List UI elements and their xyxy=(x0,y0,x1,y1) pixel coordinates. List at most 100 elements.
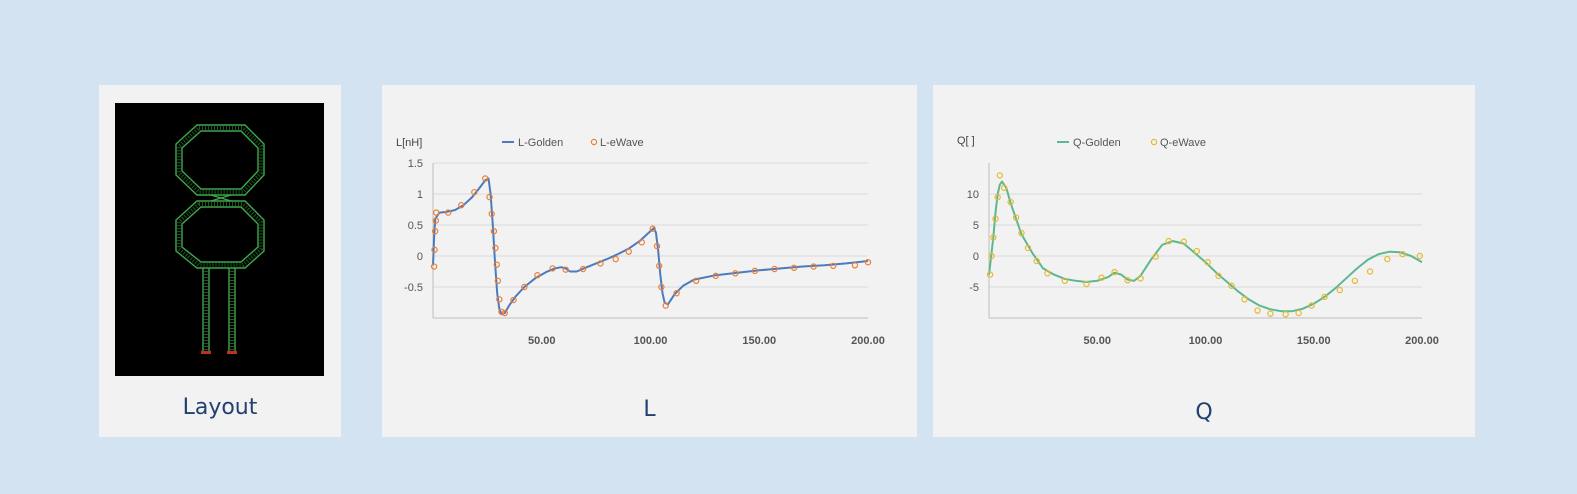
data-point-L-eWave xyxy=(501,309,508,317)
data-point-L-eWave xyxy=(431,246,438,253)
data-point-Q-eWave xyxy=(1018,229,1025,237)
data-point-Q-eWave xyxy=(1152,253,1159,260)
data-point-Q-eWave xyxy=(1308,302,1315,309)
y-tick-label: -0.5 xyxy=(404,282,423,294)
data-point-L-eWave xyxy=(732,270,739,277)
data-point-L-eWave xyxy=(638,239,645,246)
x-tick-label: 50.00 xyxy=(528,335,556,347)
x-tick-label: 150.00 xyxy=(1297,335,1331,347)
data-point-L-eWave xyxy=(521,283,528,291)
inductor-trace-graphic xyxy=(175,124,265,354)
data-point-Q-eWave xyxy=(1137,275,1144,282)
data-point-Q-eWave xyxy=(1083,280,1090,288)
data-point-Q-eWave xyxy=(1098,274,1105,281)
data-point-L-eWave xyxy=(494,277,502,284)
data-point-Q-eWave xyxy=(1384,255,1391,263)
data-point-Q-eWave xyxy=(1124,276,1131,284)
data-point-Q-eWave xyxy=(1024,244,1032,252)
data-point-Q-eWave xyxy=(1254,307,1261,314)
data-point-L-eWave xyxy=(492,244,499,252)
data-point-Q-eWave xyxy=(1193,247,1201,255)
data-point-Q-eWave xyxy=(986,271,994,278)
y-tick-label: 1 xyxy=(417,189,423,201)
data-point-Q-eWave xyxy=(996,172,1004,179)
data-point-L-eWave xyxy=(692,277,700,284)
data-point-L-eWave xyxy=(649,225,656,232)
data-point-Q-eWave xyxy=(988,252,995,260)
legend-label: L-eWave xyxy=(600,137,644,149)
y-tick-label: 10 xyxy=(967,189,979,201)
data-point-Q-eWave xyxy=(1321,293,1328,301)
data-point-L-eWave xyxy=(433,209,440,216)
data-point-Q-eWave xyxy=(1351,277,1359,284)
data-point-L-eWave xyxy=(656,262,663,270)
series-line-L-Golden xyxy=(432,177,869,316)
data-point-L-eWave xyxy=(488,210,495,218)
data-point-Q-eWave xyxy=(1228,282,1235,289)
data-point-L-eWave xyxy=(471,188,478,196)
data-point-Q-eWave xyxy=(1061,277,1068,284)
layout-card: Layout xyxy=(99,85,341,437)
data-point-L-eWave xyxy=(653,242,661,250)
data-point-Q-eWave xyxy=(1215,272,1222,280)
data-point-L-eWave xyxy=(662,302,669,309)
y-tick-label: -5 xyxy=(969,282,979,294)
y-axis-title: L[nH] xyxy=(396,137,422,149)
data-point-L-eWave xyxy=(830,262,837,270)
y-tick-label: 5 xyxy=(973,220,979,232)
data-point-Q-eWave xyxy=(1204,258,1211,266)
l-label: L xyxy=(643,397,656,422)
data-point-L-eWave xyxy=(430,263,438,270)
data-point-L-eWave xyxy=(486,193,493,201)
data-point-L-eWave xyxy=(612,255,619,263)
data-point-Q-eWave xyxy=(990,234,997,241)
data-point-Q-eWave xyxy=(994,193,1001,201)
y-axis-title: Q[ ] xyxy=(957,135,975,147)
y-tick-label: 1.5 xyxy=(408,158,423,170)
data-point-Q-eWave xyxy=(1416,252,1424,260)
data-point-Q-eWave xyxy=(1241,296,1248,303)
data-point-Q-eWave xyxy=(1399,250,1406,258)
y-tick-label: 0 xyxy=(417,251,423,263)
layout-label: Layout xyxy=(182,395,258,420)
series-line-Q-Golden xyxy=(988,180,1423,313)
q-chart: 10 5 0 -5 50.00 100.00 150.00 200.00 Q[ ] Q-Golde… xyxy=(957,135,1439,347)
data-point-L-eWave xyxy=(597,260,604,267)
legend-label: Q-Golden xyxy=(1073,137,1121,149)
x-tick-label: 50.00 xyxy=(1083,335,1111,347)
x-tick-label: 100.00 xyxy=(634,335,668,347)
data-point-L-eWave xyxy=(481,175,489,182)
data-point-L-eWave xyxy=(751,267,759,275)
data-point-L-eWave xyxy=(658,283,665,291)
data-point-L-eWave xyxy=(712,272,719,280)
data-point-L-eWave xyxy=(549,265,556,272)
data-point-L-eWave xyxy=(810,263,817,270)
q-card: 10 5 0 -5 50.00 100.00 150.00 200.00 Q[ ] Q-Golde… xyxy=(933,85,1475,437)
data-point-Q-eWave xyxy=(1111,268,1118,276)
y-tick-label: 0 xyxy=(973,251,979,263)
legend-marker-swatch xyxy=(590,138,598,146)
data-point-L-eWave xyxy=(864,258,872,266)
data-point-L-eWave xyxy=(534,272,541,279)
data-point-L-eWave xyxy=(431,227,439,235)
data-point-L-eWave xyxy=(510,296,517,304)
data-point-L-eWave xyxy=(562,266,569,273)
legend-marker-swatch xyxy=(1150,138,1158,146)
data-point-Q-eWave xyxy=(1007,198,1014,206)
data-point-L-eWave xyxy=(458,201,465,209)
data-point-Q-eWave xyxy=(1012,214,1020,221)
data-point-L-eWave xyxy=(490,227,498,235)
data-point-L-eWave xyxy=(771,265,778,273)
x-tick-label: 200.00 xyxy=(851,335,885,347)
data-point-L-eWave xyxy=(496,296,503,303)
data-point-Q-eWave xyxy=(1033,257,1040,265)
l-card: 1.5 1 0.5 0 -0.5 50.00 100.00 150.00 200.00 L[nH]… xyxy=(382,85,917,437)
inductor-layout-image xyxy=(115,103,324,376)
data-point-Q-eWave xyxy=(1336,286,1343,294)
q-label: Q xyxy=(1195,400,1213,425)
data-point-L-eWave xyxy=(673,289,680,297)
data-point-Q-eWave xyxy=(1295,309,1302,317)
data-point-Q-eWave xyxy=(1180,238,1188,245)
data-point-Q-eWave xyxy=(1267,310,1274,317)
y-tick-label: 0.5 xyxy=(408,220,423,232)
